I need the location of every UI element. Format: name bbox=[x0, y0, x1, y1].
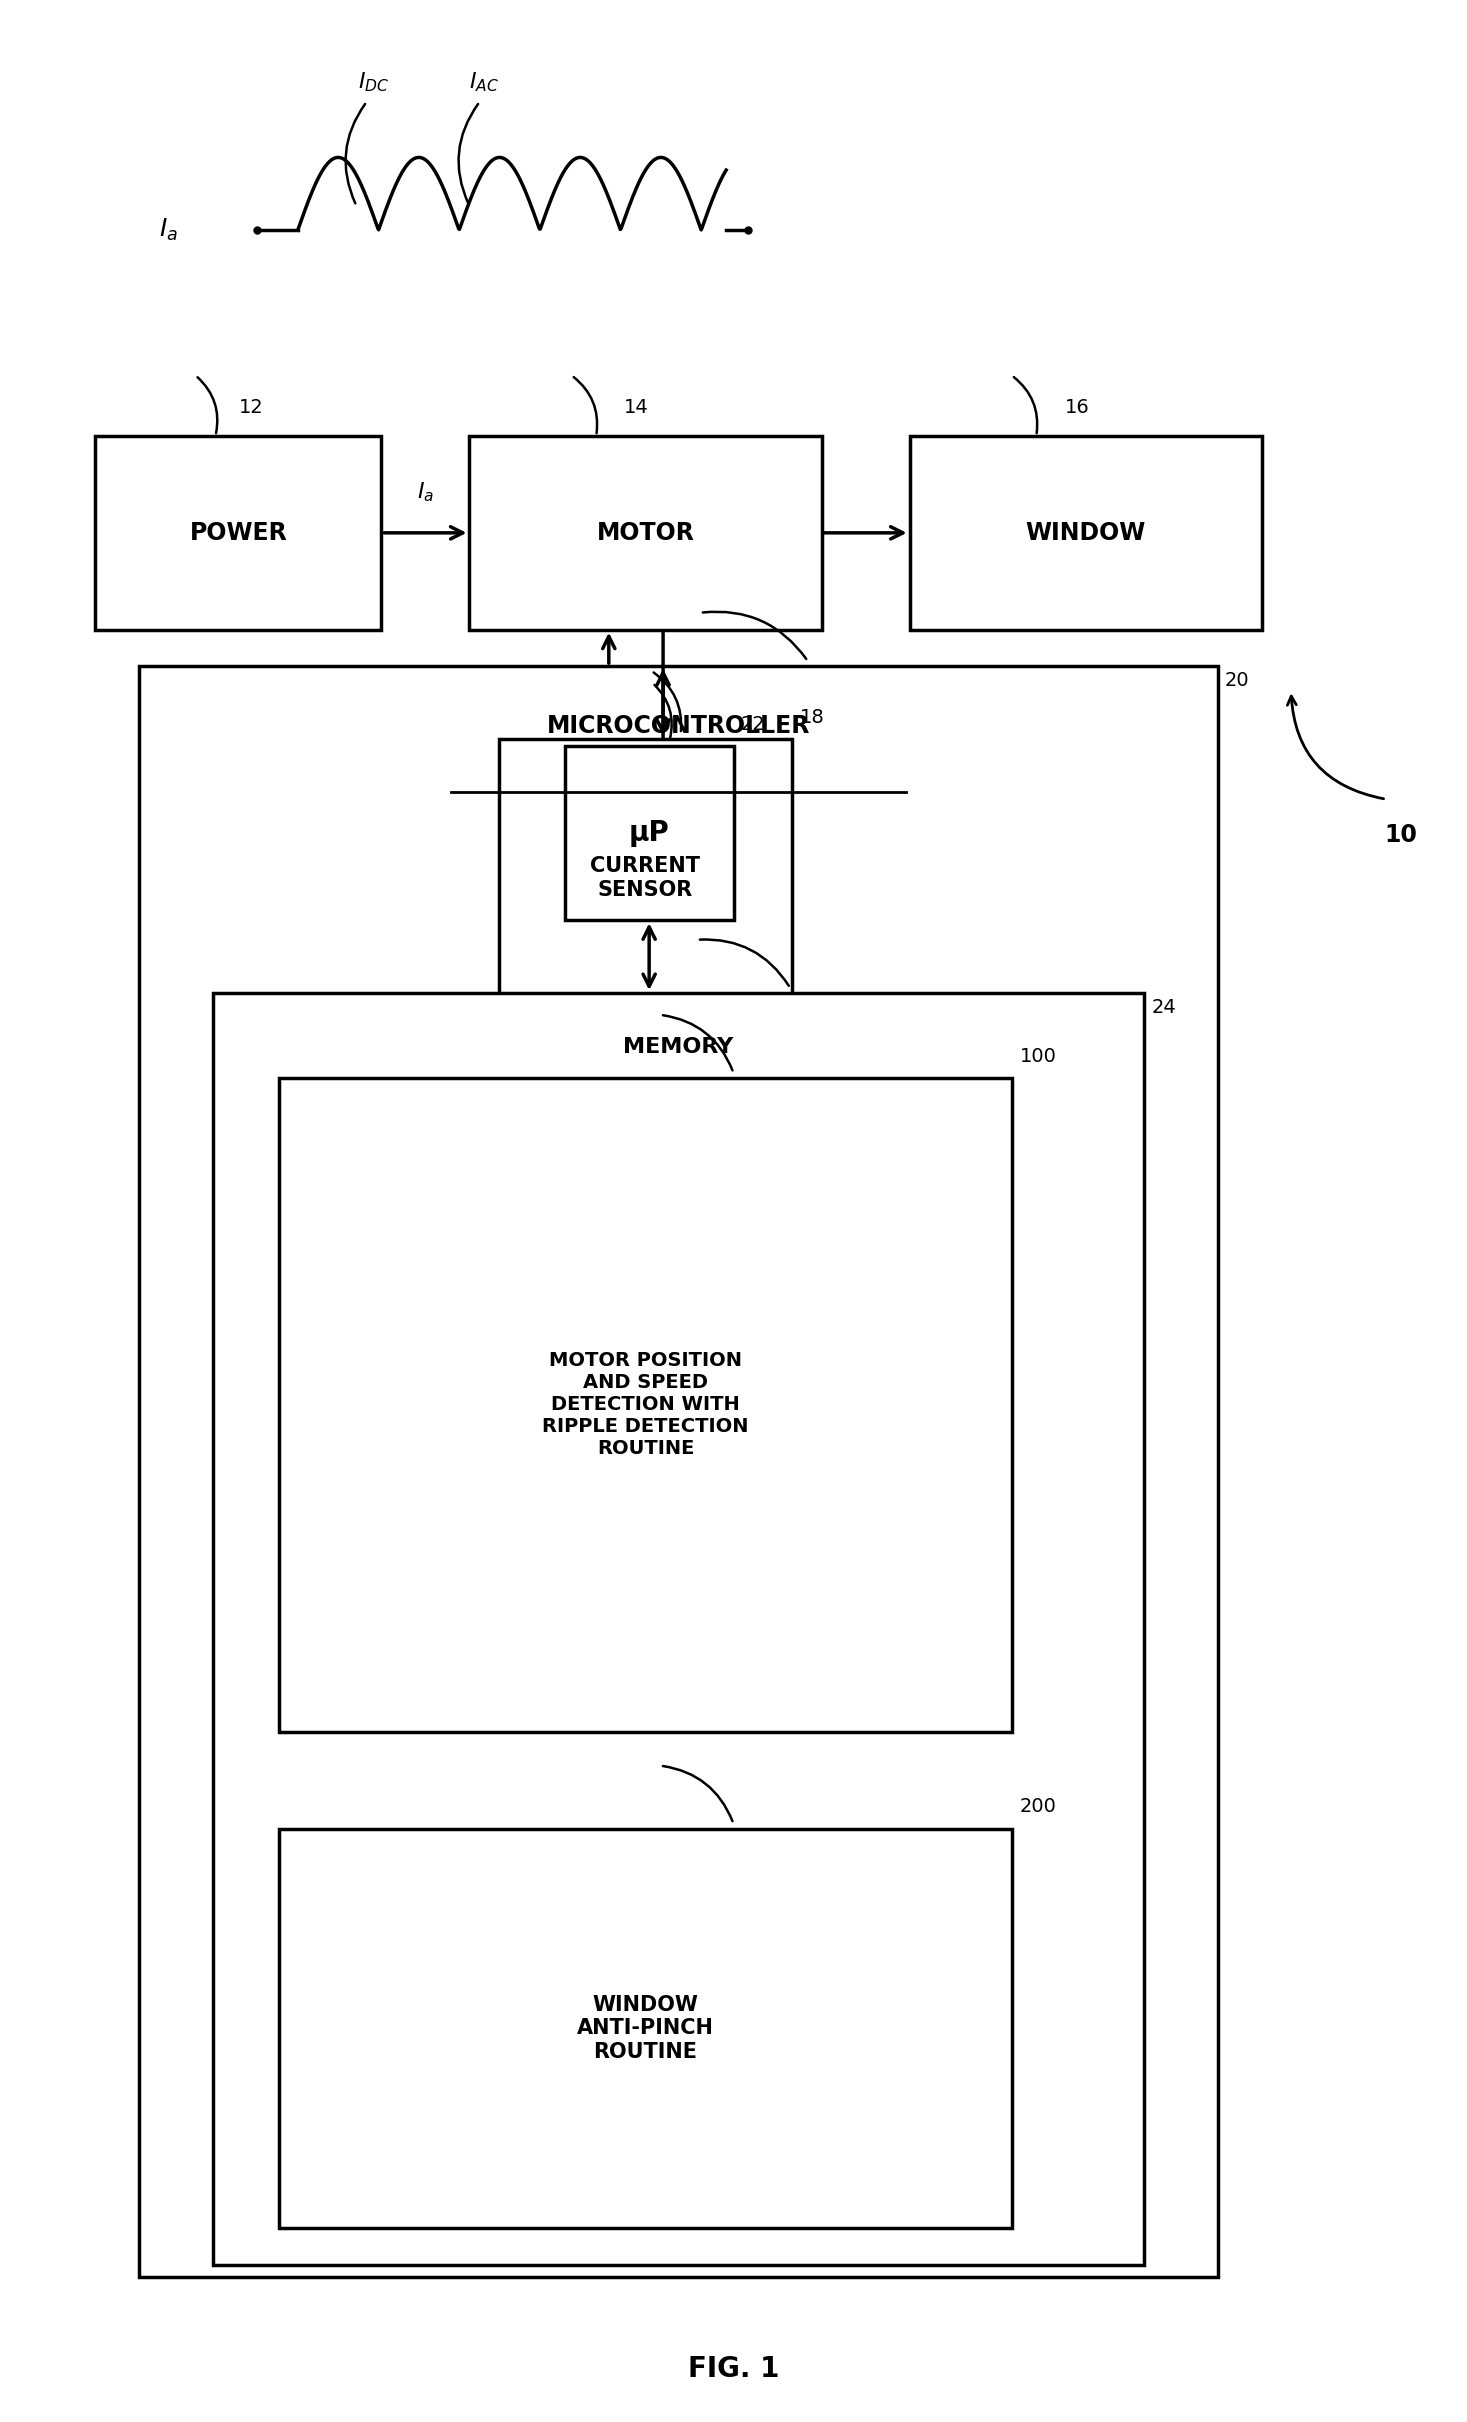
Text: 24: 24 bbox=[1152, 998, 1177, 1017]
Text: WINDOW
ANTI-PINCH
ROUTINE: WINDOW ANTI-PINCH ROUTINE bbox=[577, 1996, 714, 2061]
Text: MOTOR: MOTOR bbox=[597, 521, 694, 545]
Text: 16: 16 bbox=[1065, 397, 1089, 417]
Text: 12: 12 bbox=[238, 397, 263, 417]
Text: MEMORY: MEMORY bbox=[623, 1037, 734, 1056]
Text: 100: 100 bbox=[1020, 1046, 1056, 1066]
Text: POWER: POWER bbox=[189, 521, 288, 545]
Text: 10: 10 bbox=[1385, 823, 1417, 848]
Text: CURRENT
SENSOR: CURRENT SENSOR bbox=[591, 857, 700, 899]
Bar bbox=[213, 993, 1144, 2265]
Text: $I_a$: $I_a$ bbox=[417, 480, 434, 504]
Bar bbox=[279, 1078, 1012, 1732]
Bar bbox=[95, 436, 381, 630]
Text: FIG. 1: FIG. 1 bbox=[688, 2354, 779, 2383]
Bar bbox=[565, 746, 734, 920]
Bar bbox=[469, 436, 822, 630]
Text: $I_{AC}$: $I_{AC}$ bbox=[469, 70, 499, 94]
Bar bbox=[139, 666, 1218, 2277]
Text: 14: 14 bbox=[625, 397, 648, 417]
Text: 200: 200 bbox=[1020, 1797, 1056, 1816]
Text: $I_{DC}$: $I_{DC}$ bbox=[358, 70, 390, 94]
Text: WINDOW: WINDOW bbox=[1025, 521, 1146, 545]
Text: $I_a$: $I_a$ bbox=[160, 218, 178, 242]
Bar bbox=[499, 739, 792, 1017]
Text: MICROCONTROLLER: MICROCONTROLLER bbox=[547, 714, 810, 739]
Text: MOTOR POSITION
AND SPEED
DETECTION WITH
RIPPLE DETECTION
ROUTINE: MOTOR POSITION AND SPEED DETECTION WITH … bbox=[543, 1351, 748, 1458]
Bar bbox=[910, 436, 1262, 630]
Text: μP: μP bbox=[629, 819, 669, 848]
Text: 20: 20 bbox=[1225, 671, 1250, 690]
Text: 22: 22 bbox=[741, 714, 766, 734]
Bar bbox=[279, 1829, 1012, 2228]
Text: 18: 18 bbox=[800, 707, 824, 727]
